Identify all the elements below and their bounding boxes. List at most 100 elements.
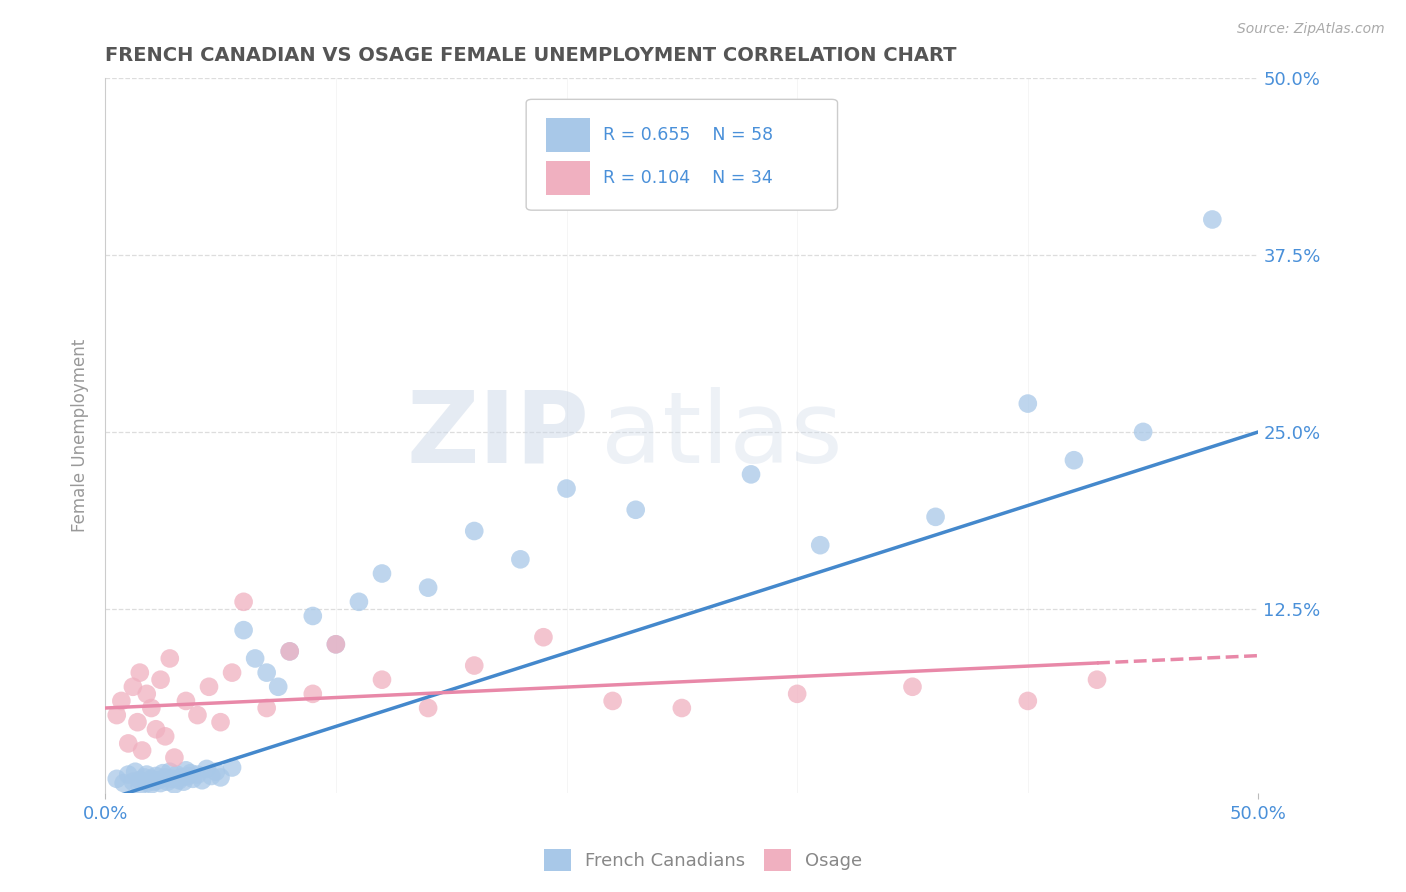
Point — [602, 694, 624, 708]
Point — [278, 644, 301, 658]
Point — [167, 773, 190, 788]
Point — [145, 723, 167, 737]
Point — [533, 630, 555, 644]
Point — [177, 769, 200, 783]
Point — [159, 764, 181, 779]
Point — [131, 743, 153, 757]
Point — [301, 687, 323, 701]
Point — [112, 776, 135, 790]
Point — [256, 701, 278, 715]
Point — [463, 658, 485, 673]
Point — [128, 665, 150, 680]
Point — [509, 552, 531, 566]
Point — [174, 764, 197, 778]
Point — [173, 774, 195, 789]
Point — [924, 509, 946, 524]
Point — [134, 771, 156, 785]
Point — [180, 766, 202, 780]
Point — [135, 687, 157, 701]
Point — [1085, 673, 1108, 687]
Point — [325, 637, 347, 651]
Point — [191, 773, 214, 788]
Point — [371, 673, 394, 687]
Point — [221, 665, 243, 680]
Text: R = 0.655    N = 58: R = 0.655 N = 58 — [603, 126, 773, 145]
Point — [170, 771, 193, 785]
Point — [128, 779, 150, 793]
Text: FRENCH CANADIAN VS OSAGE FEMALE UNEMPLOYMENT CORRELATION CHART: FRENCH CANADIAN VS OSAGE FEMALE UNEMPLOY… — [105, 46, 956, 65]
Point — [1201, 212, 1223, 227]
Point — [174, 694, 197, 708]
Text: ZIP: ZIP — [406, 387, 589, 484]
Point — [555, 482, 578, 496]
FancyBboxPatch shape — [526, 99, 838, 211]
Text: atlas: atlas — [602, 387, 842, 484]
Point — [808, 538, 831, 552]
Point — [1017, 396, 1039, 410]
Point — [117, 736, 139, 750]
Point — [256, 665, 278, 680]
Point — [371, 566, 394, 581]
Point — [153, 729, 176, 743]
Point — [141, 772, 163, 786]
Point — [901, 680, 924, 694]
Point — [624, 502, 647, 516]
Point — [141, 701, 163, 715]
Point — [145, 769, 167, 783]
Point — [156, 774, 179, 789]
Point — [124, 764, 146, 779]
Point — [1017, 694, 1039, 708]
Point — [209, 715, 232, 730]
Point — [347, 595, 370, 609]
Point — [135, 776, 157, 790]
Point — [463, 524, 485, 538]
Point — [786, 687, 808, 701]
Point — [148, 773, 170, 788]
Point — [325, 637, 347, 651]
Point — [198, 680, 221, 694]
Point — [1063, 453, 1085, 467]
Point — [200, 769, 222, 783]
Point — [127, 715, 149, 730]
Point — [232, 623, 254, 637]
Point — [105, 708, 128, 723]
Point — [122, 680, 145, 694]
Point — [186, 767, 208, 781]
Point — [301, 609, 323, 624]
Point — [267, 680, 290, 694]
Point — [152, 766, 174, 780]
Point — [166, 767, 188, 781]
Point — [278, 644, 301, 658]
Point — [149, 776, 172, 790]
Point — [740, 467, 762, 482]
Point — [232, 595, 254, 609]
Point — [181, 772, 204, 786]
Point — [221, 760, 243, 774]
Point — [205, 764, 228, 779]
Point — [122, 774, 145, 789]
Point — [105, 772, 128, 786]
FancyBboxPatch shape — [546, 118, 589, 153]
Point — [243, 651, 266, 665]
Point — [110, 694, 132, 708]
Point — [671, 701, 693, 715]
Point — [153, 771, 176, 785]
Point — [135, 767, 157, 781]
Point — [159, 651, 181, 665]
Point — [128, 773, 150, 788]
Point — [142, 774, 165, 789]
Point — [149, 673, 172, 687]
Y-axis label: Female Unemployment: Female Unemployment — [72, 339, 89, 532]
Point — [1132, 425, 1154, 439]
Point — [195, 762, 218, 776]
Point — [160, 772, 183, 786]
Point — [141, 777, 163, 791]
Point — [186, 708, 208, 723]
Point — [416, 581, 439, 595]
Point — [163, 777, 186, 791]
Text: Source: ZipAtlas.com: Source: ZipAtlas.com — [1237, 22, 1385, 37]
Point — [117, 767, 139, 781]
Text: R = 0.104    N = 34: R = 0.104 N = 34 — [603, 169, 773, 187]
Point — [209, 771, 232, 785]
Point — [163, 750, 186, 764]
